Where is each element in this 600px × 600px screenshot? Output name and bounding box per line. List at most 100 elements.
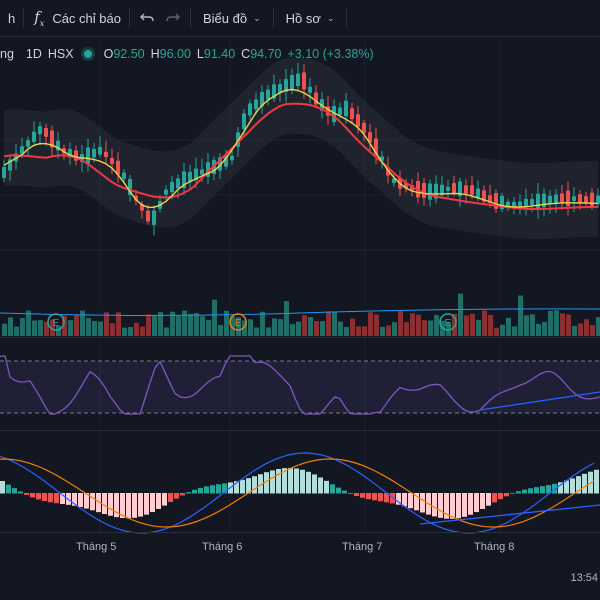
volume-bar [56, 325, 61, 336]
macd-histogram-bar [174, 493, 179, 499]
candle [290, 75, 294, 91]
macd-histogram-bar [360, 493, 365, 498]
macd-histogram-bar [390, 493, 395, 504]
volume-bars [2, 293, 600, 336]
volume-bar [50, 319, 55, 336]
candle [248, 103, 252, 116]
cut-off-menu-item[interactable]: h [0, 0, 23, 36]
candle [170, 181, 174, 193]
volume-bar [362, 326, 367, 336]
volume-bar [512, 326, 517, 336]
macd-histogram-bar [48, 493, 53, 503]
candle [524, 198, 528, 208]
macd-histogram-bar [444, 493, 449, 519]
volume-bar [104, 312, 109, 336]
volume-bar [194, 313, 199, 336]
macd-histogram-bar [102, 493, 107, 515]
candle [578, 194, 582, 204]
candle [242, 113, 246, 130]
macd-histogram-bar [456, 493, 461, 519]
macd-histogram-bar [120, 493, 125, 519]
time-axis-border [0, 532, 600, 533]
volume-bar [392, 322, 397, 336]
macd-histogram-bar [540, 486, 545, 494]
volume-bar [458, 293, 463, 336]
candle [56, 140, 60, 151]
indicators-button[interactable]: fx Các chỉ báo [24, 0, 129, 36]
interval-label[interactable]: 1D [25, 47, 42, 61]
macd-histogram-bar [354, 493, 359, 497]
macd-histogram-bar [300, 469, 305, 494]
volume-bar [92, 320, 97, 336]
chart-menu-button[interactable]: Biểu đồ ⌄ [191, 0, 273, 36]
macd-histogram-bar [60, 493, 65, 504]
candle [188, 171, 192, 182]
volume-bar [332, 312, 337, 336]
candle [518, 201, 522, 207]
candle [278, 84, 282, 93]
candle [590, 192, 594, 207]
macd-histogram-bar [0, 481, 5, 494]
macd-histogram-bar [516, 491, 521, 494]
candle [164, 189, 168, 195]
macd-histogram-bar [366, 493, 371, 500]
candle [200, 169, 204, 175]
volume-bar [356, 326, 361, 336]
macd-histogram-bar [6, 484, 11, 494]
candle [542, 193, 546, 208]
low-value: L91.40 [196, 47, 236, 61]
volume-bar [182, 310, 187, 336]
volume-bar [80, 310, 85, 336]
macd-histogram-bar [324, 480, 329, 494]
volume-bar [38, 319, 43, 336]
macd-histogram-bar [234, 481, 239, 494]
candle [182, 171, 186, 189]
macd-histogram-bar [216, 484, 221, 494]
macd-histogram-bar [210, 485, 215, 494]
undo-button[interactable] [130, 0, 160, 36]
macd-histogram-bar [252, 476, 257, 494]
candle [452, 183, 456, 194]
macd-histogram-bar [522, 489, 527, 494]
pane-divider [0, 430, 600, 431]
volume-bar [62, 315, 67, 336]
macd-histogram-bar [156, 493, 161, 509]
macd-histogram-bar [432, 493, 437, 517]
candle [116, 160, 120, 175]
candle [350, 108, 354, 120]
volume-bar [2, 323, 7, 336]
candle [326, 106, 330, 116]
redo-button[interactable] [160, 0, 190, 36]
candle [134, 195, 138, 201]
macd-histogram-bar [558, 482, 563, 494]
candle [68, 148, 72, 158]
volume-bar [314, 320, 319, 336]
macd-histogram-bar [480, 493, 485, 509]
candle [62, 148, 66, 154]
candle [470, 185, 474, 195]
macd-line [0, 452, 595, 534]
candle [566, 190, 570, 206]
volume-bar [500, 324, 505, 336]
volume-bar [410, 313, 415, 336]
candle [260, 92, 264, 107]
candle [26, 140, 30, 147]
candle [530, 199, 534, 205]
volume-bar [176, 316, 181, 336]
volume-bar [524, 315, 529, 336]
candle [20, 146, 24, 154]
volume-bar [44, 321, 49, 336]
volume-ma-line [0, 308, 600, 316]
macd-histogram-bar [138, 493, 143, 517]
candle [2, 167, 6, 178]
volume-bar [8, 317, 13, 336]
macd-histogram-bar [450, 493, 455, 519]
macd-histogram-bar [348, 493, 353, 494]
profile-menu-button[interactable]: Hồ sơ ⌄ [274, 0, 347, 36]
candle [356, 114, 360, 127]
volume-bar [74, 314, 79, 336]
macd-histogram-bar [72, 493, 77, 506]
volume-bar [446, 322, 451, 336]
symbol-label: ng [0, 47, 14, 61]
